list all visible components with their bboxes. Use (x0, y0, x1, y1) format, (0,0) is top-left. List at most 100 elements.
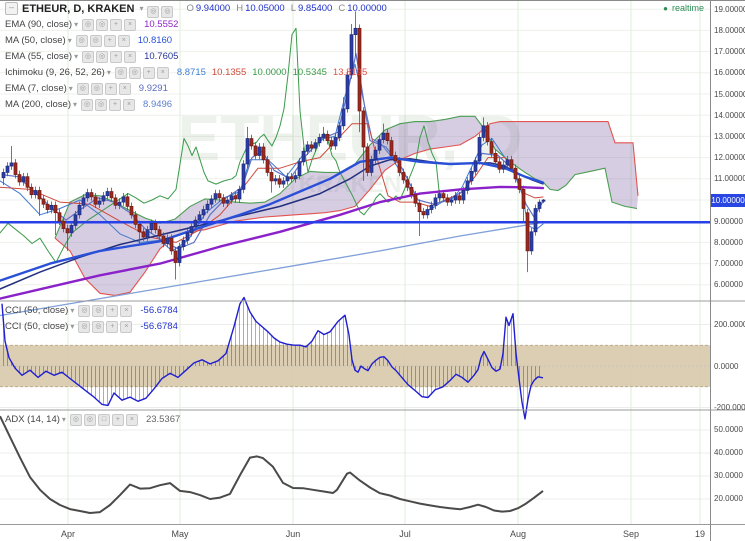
legend-icon[interactable]: + (106, 304, 119, 317)
symbol-row-icons: ◎ ◎ (147, 0, 175, 18)
cci-axis-label: -200.0000 (714, 403, 745, 412)
legend-icon[interactable]: + (104, 82, 117, 95)
price-axis-label: 11.00000 (714, 174, 745, 184)
overlay-indicator-row-label[interactable]: Ichimoku (9, 26, 52, 26) (5, 67, 105, 78)
cci-indicator-row-label[interactable]: CCI (50, close) (5, 321, 69, 332)
legend-icon[interactable]: × (120, 320, 133, 333)
chevron-down-icon[interactable]: ▾ (67, 36, 72, 45)
chevron-down-icon[interactable]: ▾ (73, 100, 78, 109)
overlay-indicator-row-label[interactable]: EMA (90, close) (5, 19, 73, 30)
collapse-icon[interactable]: – (5, 2, 18, 15)
cci-pane (0, 296, 710, 420)
chevron-down-icon[interactable]: ▾ (106, 68, 111, 77)
legend-icon[interactable]: ◎ (90, 82, 103, 95)
legend-icon[interactable]: × (156, 66, 169, 79)
ma200-line (0, 221, 544, 317)
legend-icon[interactable]: ◎ (75, 34, 88, 47)
chevron-down-icon[interactable]: ▾ (74, 20, 79, 29)
time-axis-label: May (171, 529, 189, 539)
cci-axis-label: 0.0000 (714, 361, 739, 371)
chevron-down-icon[interactable]: ▾ (74, 52, 79, 61)
time-axis-label: Jul (399, 529, 411, 539)
overlay-indicator-row-value: 9.9291 (138, 83, 168, 94)
cci-axis-label: 200.0000 (714, 319, 745, 329)
price-axis-label: 6.00000 (714, 280, 743, 290)
legend-icon[interactable]: ◎ (78, 304, 91, 317)
overlay-indicator-row: Ichimoku (9, 26, 52, 26) ▾ ◎ ◎ + × 8.8715 10.13… (5, 66, 387, 79)
legend-icon[interactable]: ◎ (96, 50, 109, 63)
legend-icon[interactable]: ◎ (82, 50, 95, 63)
overlay-indicator-row-value: 10.1355 (211, 67, 247, 78)
legend-icon[interactable]: ◎ (89, 34, 102, 47)
legend-icon[interactable]: + (109, 98, 122, 111)
legend-icon[interactable]: + (111, 413, 124, 426)
time-axis-label: Sep (622, 529, 639, 539)
ma50-line (0, 156, 545, 282)
legend-icon[interactable]: × (125, 413, 138, 426)
chevron-down-icon[interactable]: ▾ (70, 306, 75, 315)
legend-icon[interactable]: ◎ (95, 98, 108, 111)
legend-icon[interactable]: ◎ (92, 320, 105, 333)
legend-icon[interactable]: × (117, 34, 130, 47)
price-axis-label: 12.00000 (714, 153, 745, 163)
adx-axis-label: 30.0000 (714, 471, 743, 481)
ohlc-value: 10.00000 (347, 3, 387, 14)
adx-legend: ADX (14, 14) ▾ ◎ ◎ □ + × 23.5367 (5, 413, 180, 429)
legend-icon[interactable]: + (142, 66, 155, 79)
overlay-indicator-row-value: 10.5552 (144, 19, 179, 30)
chevron-down-icon[interactable]: ▾ (70, 322, 75, 331)
overlay-indicator-row-value: 10.8160 (137, 35, 173, 46)
cci-indicator-row-label[interactable]: CCI (50, close) (5, 305, 69, 316)
legend-icon[interactable]: + (106, 320, 119, 333)
ohlc-letter: O (186, 3, 194, 14)
legend-icon[interactable]: ◎ (147, 5, 160, 18)
price-axis-label: 19.00000 (714, 4, 745, 14)
price-axis-label: 9.00000 (714, 216, 743, 226)
legend-icon[interactable]: ◎ (96, 18, 109, 31)
legend-icon[interactable]: × (118, 82, 131, 95)
overlay-indicator-row-value: 10.7605 (144, 51, 179, 62)
svg-text:ETHEUR, D: ETHEUR, D (178, 102, 523, 174)
legend-icon[interactable]: + (110, 18, 123, 31)
overlay-indicator-row-value: 8.9496 (143, 99, 173, 110)
symbol-title[interactable]: ETHEUR, D, KRAKEN (22, 2, 135, 15)
legend-icon[interactable]: ◎ (128, 66, 141, 79)
legend-icon[interactable]: ◎ (82, 18, 95, 31)
realtime-dot-icon: ● (663, 3, 668, 13)
legend-icon[interactable]: × (124, 18, 137, 31)
legend-icon[interactable]: ◎ (78, 320, 91, 333)
legend-icon[interactable]: ◎ (92, 304, 105, 317)
ohlc-letter: L (290, 3, 296, 14)
legend-icon[interactable]: ◎ (161, 5, 174, 18)
legend-icon[interactable]: × (124, 50, 137, 63)
legend-icon[interactable]: □ (97, 413, 110, 426)
time-axis-label: 19 (694, 529, 705, 539)
legend-icon[interactable]: ◎ (76, 82, 89, 95)
ohlc-letter: H (236, 3, 244, 14)
overlay-indicator-row-value: 13.8195 (332, 67, 368, 78)
overlay-indicator-row-label[interactable]: MA (200, close) (5, 99, 71, 110)
legend-icon[interactable]: × (120, 304, 133, 317)
legend-icon[interactable]: + (110, 50, 123, 63)
overlay-indicator-row: EMA (90, close) ▾ ◎ ◎ + × 10.5552 (5, 18, 387, 31)
chikou-line (0, 27, 441, 263)
overlay-lines (0, 27, 545, 317)
legend-icon[interactable]: + (103, 34, 116, 47)
legend-icon[interactable]: × (123, 98, 136, 111)
adx-indicator-row-label[interactable]: ADX (14, 14) (5, 414, 60, 425)
legend-icon[interactable]: ◎ (69, 413, 82, 426)
chevron-down-icon[interactable]: ▾ (139, 4, 144, 13)
symbol-row: – ETHEUR, D, KRAKEN ▾ ◎ ◎ O 9.94000 H 10.050… (5, 0, 387, 18)
overlay-indicator-row-label[interactable]: EMA (55, close) (5, 51, 73, 62)
legend-icon[interactable]: ◎ (83, 413, 96, 426)
time-axis-label: Apr (60, 529, 75, 539)
chevron-down-icon[interactable]: ▾ (61, 415, 66, 424)
price-axis-label: 18.00000 (714, 25, 745, 35)
overlay-indicator-row: EMA (7, close) ▾ ◎ ◎ + × 9.9291 (5, 82, 387, 95)
overlay-indicator-row-label[interactable]: MA (50, close) (5, 35, 66, 46)
legend-icon[interactable]: ◎ (114, 66, 127, 79)
overlay-indicator-row-label[interactable]: EMA (7, close) (5, 83, 67, 94)
legend-icon[interactable]: ◎ (81, 98, 94, 111)
chevron-down-icon[interactable]: ▾ (68, 84, 73, 93)
